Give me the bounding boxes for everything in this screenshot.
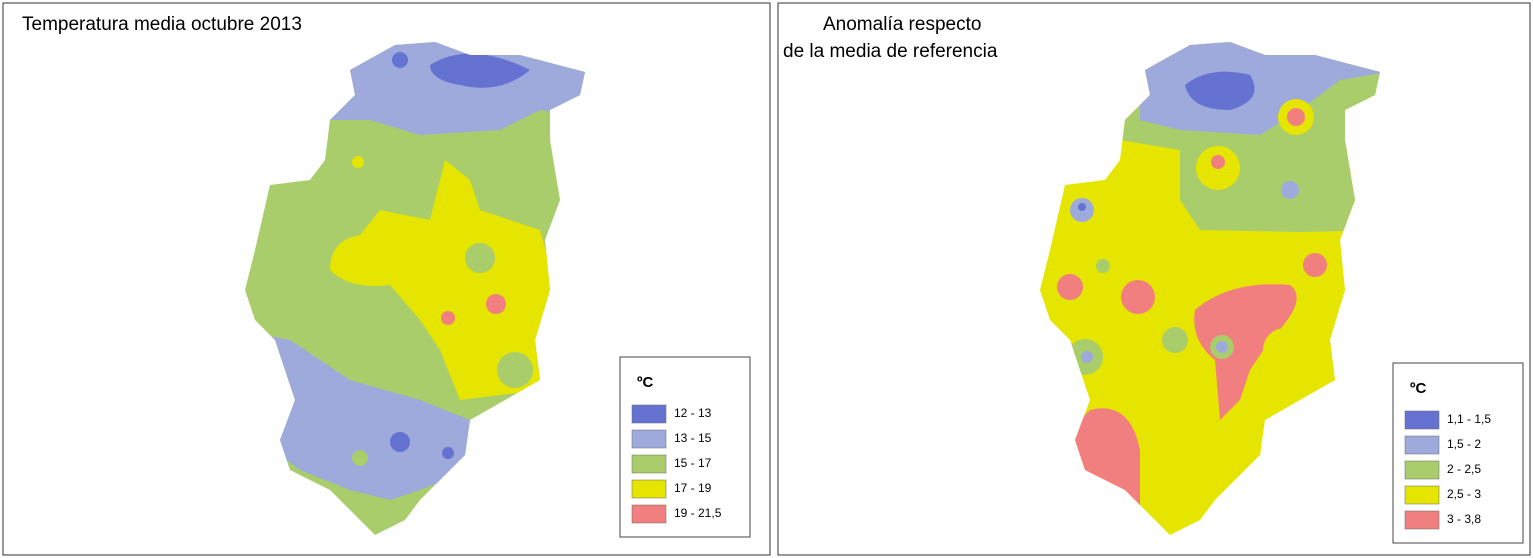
legend-swatch [1404, 485, 1440, 505]
zone [352, 450, 368, 466]
legend-swatch [631, 479, 667, 499]
zone [352, 156, 364, 168]
legend-title: ºC [1410, 380, 1426, 397]
panel-frame [2, 2, 771, 556]
legend-label: 17 - 19 [674, 481, 712, 495]
zone [1057, 274, 1083, 300]
zone [441, 311, 455, 325]
zone [1115, 99, 1123, 107]
legend-label: 3 - 3,8 [1447, 512, 1481, 526]
zone [330, 160, 560, 400]
zone [497, 352, 533, 388]
legend-swatch [631, 404, 667, 424]
map-title: Anomalía respecto [823, 14, 981, 35]
zone [245, 330, 480, 500]
zone [1185, 71, 1255, 110]
legend-label: 15 - 17 [674, 456, 712, 470]
zone [1162, 327, 1188, 353]
legend-label: 2 - 2,5 [1447, 462, 1481, 476]
legend-swatch [1404, 460, 1440, 480]
legend-swatch [631, 454, 667, 474]
zone [300, 42, 585, 135]
zone [1216, 341, 1228, 353]
zone [1109, 95, 1125, 111]
legend-swatch [631, 429, 667, 449]
legend-swatch [1404, 510, 1440, 530]
zone [1211, 155, 1225, 169]
zone [1263, 328, 1307, 372]
zone [1281, 181, 1299, 199]
legend-label: 19 - 21,5 [674, 506, 722, 520]
panel-frame [777, 2, 1531, 556]
legend-swatch [1404, 410, 1440, 430]
map-title: Temperatura media octubre 2013 [22, 14, 302, 35]
zone [1040, 408, 1140, 510]
map-title: de la media de referencia [783, 41, 998, 62]
zone [1287, 108, 1305, 126]
legend-swatch [1404, 435, 1440, 455]
zone [392, 52, 408, 68]
zone [1194, 284, 1297, 420]
legend-swatch [631, 504, 667, 524]
zone [1303, 253, 1327, 277]
zone [465, 243, 495, 273]
legend-title: ºC [637, 374, 653, 391]
zone [486, 294, 506, 314]
legend-label: 2,5 - 3 [1447, 487, 1481, 501]
legend-label: 1,5 - 2 [1447, 437, 1481, 451]
zone [1096, 259, 1110, 273]
legend-label: 12 - 13 [674, 406, 712, 420]
zone [442, 447, 454, 459]
zone [1140, 42, 1380, 135]
zone [1121, 280, 1155, 314]
zone [430, 53, 530, 88]
legend-label: 13 - 15 [674, 431, 712, 445]
zone [390, 432, 410, 452]
zone [1078, 203, 1086, 211]
zone [1081, 351, 1093, 363]
legend-label: 1,1 - 1,5 [1447, 412, 1491, 426]
